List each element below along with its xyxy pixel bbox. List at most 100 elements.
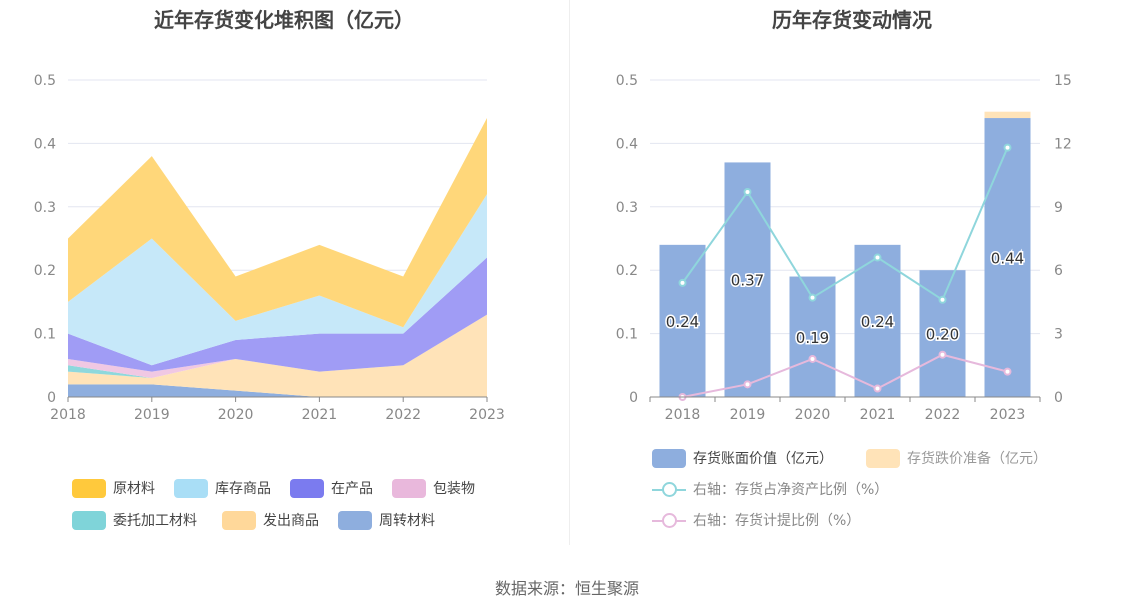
- legend-label: 原材料: [113, 481, 155, 497]
- x-tick-label: 2023: [990, 407, 1026, 423]
- stacked-area-chart: 0 0.1 0.2 0.3 0.4 0.5 2018 2019 2020 2021 2022 2023: [34, 73, 505, 423]
- legend-label: 存货账面价值（亿元）: [693, 451, 833, 467]
- legend-swatch: [174, 478, 208, 498]
- legend-swatch: [652, 480, 686, 499]
- legend-label: 右轴：存货占净资产比例（%）: [693, 482, 889, 498]
- line-point: [1003, 143, 1012, 152]
- line-series-3: [682, 353, 1008, 398]
- x-tick-label: 2021: [860, 407, 896, 423]
- bar-book-value: [984, 118, 1031, 397]
- legend-swatch: [72, 510, 106, 530]
- bar-book-value: [724, 162, 771, 397]
- stacked-area-chart-panel: 近年存货变化堆积图（亿元） 0 0.1 0.2 0.3 0.4 0.5 2018 2019 20…: [0, 0, 568, 545]
- legend-label: 在产品: [331, 481, 373, 497]
- y2-tick-label: 3: [1054, 327, 1063, 343]
- y-tick-label: 0.5: [34, 73, 56, 89]
- legend-item[interactable]: 右轴：存货占净资产比例（%）: [652, 479, 888, 499]
- bar-data-label: 0.20: [926, 326, 959, 344]
- line-point: [873, 253, 882, 262]
- line-point: [938, 295, 947, 304]
- y2-tick-label: 15: [1054, 73, 1072, 89]
- legend-label: 存货跌价准备（亿元）: [907, 451, 1047, 467]
- y-tick-label: 0.4: [616, 136, 638, 152]
- line-point: [743, 188, 752, 197]
- y2-tick-label: 0: [1054, 390, 1063, 406]
- area-series-0: [68, 384, 487, 397]
- legend-item[interactable]: 发出商品: [222, 510, 319, 530]
- left-chart-title: 近年存货变化堆积图（亿元）: [154, 8, 414, 32]
- x-tick-label: 2020: [218, 407, 254, 423]
- y2-tick-label: 12: [1054, 136, 1072, 152]
- bar-book-value: [659, 244, 706, 397]
- legend-swatch: [866, 448, 900, 468]
- legend-swatch: [338, 510, 372, 530]
- x-tick-label: 2023: [469, 407, 505, 423]
- bar-book-value: [854, 244, 901, 397]
- y-tick-label: 0.4: [34, 136, 56, 152]
- legend-item[interactable]: 存货账面价值（亿元）: [652, 448, 833, 468]
- legend-item[interactable]: 原材料: [72, 478, 155, 498]
- area-series-4: [68, 257, 487, 372]
- legend-label: 周转材料: [379, 513, 435, 529]
- y-tick-label: 0.5: [616, 73, 638, 89]
- bar-data-label: 0.24: [666, 313, 699, 331]
- legend-item[interactable]: 周转材料: [338, 510, 435, 530]
- legend-item[interactable]: 右轴：存货计提比例（%）: [652, 510, 860, 530]
- area-series-6: [68, 118, 487, 328]
- x-tick-label: 2019: [730, 407, 766, 423]
- x-tick-label: 2019: [134, 407, 170, 423]
- x-tick-label: 2021: [302, 407, 338, 423]
- y-tick-label: 0: [47, 390, 56, 406]
- bar-data-label: 0.24: [861, 313, 894, 331]
- right-chart-title: 历年存货变动情况: [772, 8, 932, 32]
- legend-item[interactable]: 在产品: [290, 478, 373, 498]
- area-series-2: [68, 314, 487, 378]
- y2-tick-label: 9: [1054, 200, 1063, 216]
- bar-book-value: [919, 270, 966, 397]
- legend-item[interactable]: 包装物: [392, 478, 475, 498]
- area-series-5: [68, 194, 487, 366]
- bar-impairment-reserve: [984, 111, 1031, 119]
- x-tick-label: 2018: [50, 407, 86, 423]
- legend-label: 库存商品: [215, 481, 271, 497]
- y-tick-label: 0.3: [34, 200, 56, 216]
- line-point: [938, 350, 947, 359]
- panel-divider: [569, 0, 570, 545]
- line-point: [1003, 367, 1012, 376]
- y-tick-label: 0.2: [34, 263, 56, 279]
- line-point: [808, 293, 817, 302]
- bar-line-chart-panel: 历年存货变动情况 0 0.1 0.2 0.3 0.4 0.5 0 3 6 9 12 15 0.24 0.3…: [570, 0, 1134, 545]
- bar-data-label: 0.37: [731, 272, 764, 290]
- line-series-2: [681, 147, 1009, 302]
- x-tick-label: 2022: [385, 407, 421, 423]
- area-series-1: [68, 314, 487, 397]
- legend-swatch: [392, 478, 426, 498]
- legend-item[interactable]: 存货跌价准备（亿元）: [866, 448, 1047, 468]
- legend-swatch: [652, 511, 686, 530]
- line-point: [873, 384, 882, 393]
- y-tick-label: 0: [629, 390, 638, 406]
- legend-label: 右轴：存货计提比例（%）: [693, 513, 861, 529]
- legend-item[interactable]: 库存商品: [174, 478, 271, 498]
- y2-tick-label: 6: [1054, 263, 1063, 279]
- legend-swatch: [222, 510, 256, 530]
- y-tick-label: 0.1: [34, 327, 56, 343]
- bar-data-label: 0.19: [796, 329, 829, 347]
- legend-label: 委托加工材料: [113, 513, 197, 529]
- line-point: [678, 278, 687, 287]
- x-tick-label: 2018: [665, 407, 701, 423]
- bar-line-chart: 0 0.1 0.2 0.3 0.4 0.5 0 3 6 9 12 15 0.24 0.37 0.19 0.24…: [616, 73, 1072, 423]
- legend-swatch: [290, 478, 324, 498]
- line-point: [808, 354, 817, 363]
- legend-item[interactable]: 委托加工材料: [72, 510, 197, 530]
- legend-swatch: [72, 478, 106, 498]
- legend-swatch: [652, 448, 686, 468]
- y-tick-label: 0.2: [616, 263, 638, 279]
- x-tick-label: 2022: [925, 407, 961, 423]
- data-source-note: 数据来源：恒生聚源: [494, 579, 639, 598]
- bar-data-label: 0.44: [991, 250, 1024, 268]
- legend-label: 发出商品: [263, 513, 319, 529]
- legend-label: 包装物: [433, 481, 475, 497]
- y-tick-label: 0.1: [616, 327, 638, 343]
- line-point: [743, 380, 752, 389]
